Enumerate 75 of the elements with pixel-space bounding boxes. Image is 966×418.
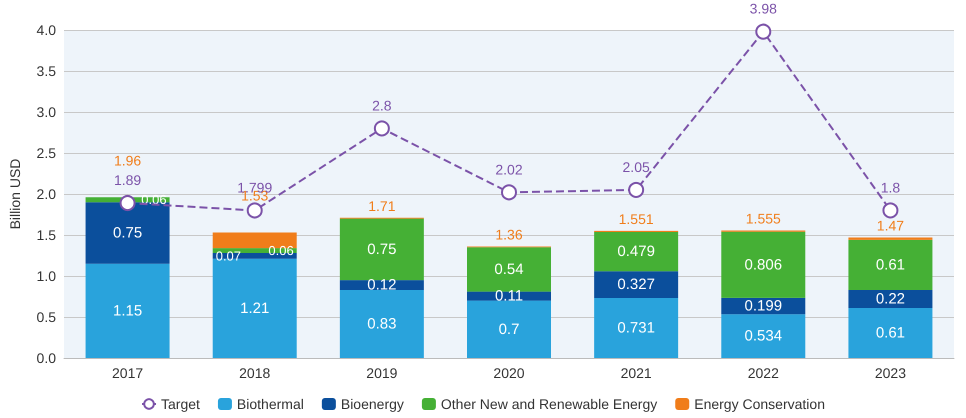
- y-tick-label: 4.0: [36, 22, 56, 38]
- data-label: 3.98: [750, 0, 778, 17]
- bar: [848, 237, 932, 240]
- point: [882, 202, 898, 218]
- legend-label: Biothermal: [236, 396, 304, 412]
- x-tick-label: 2020: [493, 365, 525, 381]
- data-label: 0.83: [367, 315, 396, 332]
- point: [246, 202, 263, 218]
- data-label: 0.54: [494, 260, 524, 278]
- data-label: 0.61: [876, 324, 906, 342]
- data-label: 0.479: [617, 243, 655, 260]
- bar: [340, 218, 424, 280]
- data-label: 0.75: [367, 240, 396, 258]
- data-label: 2.8: [372, 97, 392, 114]
- point: [755, 24, 772, 40]
- y-tick-label: 1.5: [36, 227, 56, 243]
- legend-label: Target: [161, 396, 200, 412]
- y-axis-title: Billion USD: [7, 158, 23, 230]
- x-tick-label: 2023: [874, 365, 906, 381]
- bar: [721, 232, 806, 298]
- y-tick-label: 2.5: [36, 145, 56, 161]
- data-label: 2.05: [622, 158, 650, 175]
- bar: [721, 314, 806, 358]
- data-label: 1.8: [880, 179, 900, 196]
- point: [120, 195, 136, 212]
- total-label: 1.71: [368, 198, 396, 214]
- bar: [594, 232, 678, 272]
- y-tick-label: 2.0: [36, 186, 56, 202]
- data-label: 0.7: [498, 320, 520, 338]
- data-label: 0.199: [744, 298, 782, 315]
- data-label: 1.21: [240, 300, 270, 317]
- bar: [340, 290, 424, 358]
- x-tick-label: 2022: [748, 365, 780, 381]
- point: [628, 182, 644, 198]
- point: [501, 184, 517, 200]
- x-tick-label: 2021: [620, 365, 652, 381]
- data-label: 0.534: [744, 328, 782, 345]
- total-label: 1.96: [114, 152, 142, 168]
- data-label: 0.07: [216, 248, 242, 264]
- data-label: 2.02: [495, 161, 523, 178]
- total-label: 1.555: [746, 210, 782, 226]
- data-label: 0.22: [876, 290, 906, 308]
- y-tick-label: 1.0: [36, 268, 56, 284]
- data-label: 0.11: [494, 288, 524, 305]
- legend-label: Bioenergy: [340, 396, 404, 412]
- bar: [848, 290, 932, 308]
- total-label: 1.551: [618, 210, 654, 227]
- point: [374, 120, 390, 136]
- data-label: 0.75: [112, 224, 142, 242]
- x-tick-label: 2017: [112, 365, 144, 381]
- data-label: 0.806: [744, 256, 782, 274]
- y-tick-label: 3.5: [36, 63, 56, 79]
- bar: [848, 308, 932, 358]
- total-label: 1.36: [495, 226, 523, 242]
- x-tick-label: 2018: [239, 365, 270, 381]
- y-tick-label: 3.0: [36, 104, 56, 120]
- legend-label: Other New and Renewable Energy: [440, 396, 658, 412]
- bar: [848, 240, 932, 290]
- data-label: 0.731: [617, 320, 655, 337]
- bar: [594, 271, 678, 298]
- data-label: 0.12: [367, 276, 396, 294]
- data-label: 0.06: [141, 192, 167, 208]
- data-label: 0.61: [876, 256, 906, 274]
- data-label: 1.89: [114, 172, 142, 188]
- data-label: 0.327: [617, 276, 655, 294]
- bar: [594, 298, 678, 358]
- y-tick-label: 0.5: [36, 309, 56, 325]
- data-label: 1.15: [112, 302, 142, 320]
- bar: [467, 247, 551, 292]
- legend-label: Energy Conservation: [694, 396, 825, 412]
- x-tick-label: 2019: [366, 365, 398, 381]
- total-label: 1.47: [876, 217, 904, 234]
- y-tick-label: 0.0: [36, 350, 56, 366]
- bar: [86, 264, 170, 358]
- bar: [467, 300, 551, 358]
